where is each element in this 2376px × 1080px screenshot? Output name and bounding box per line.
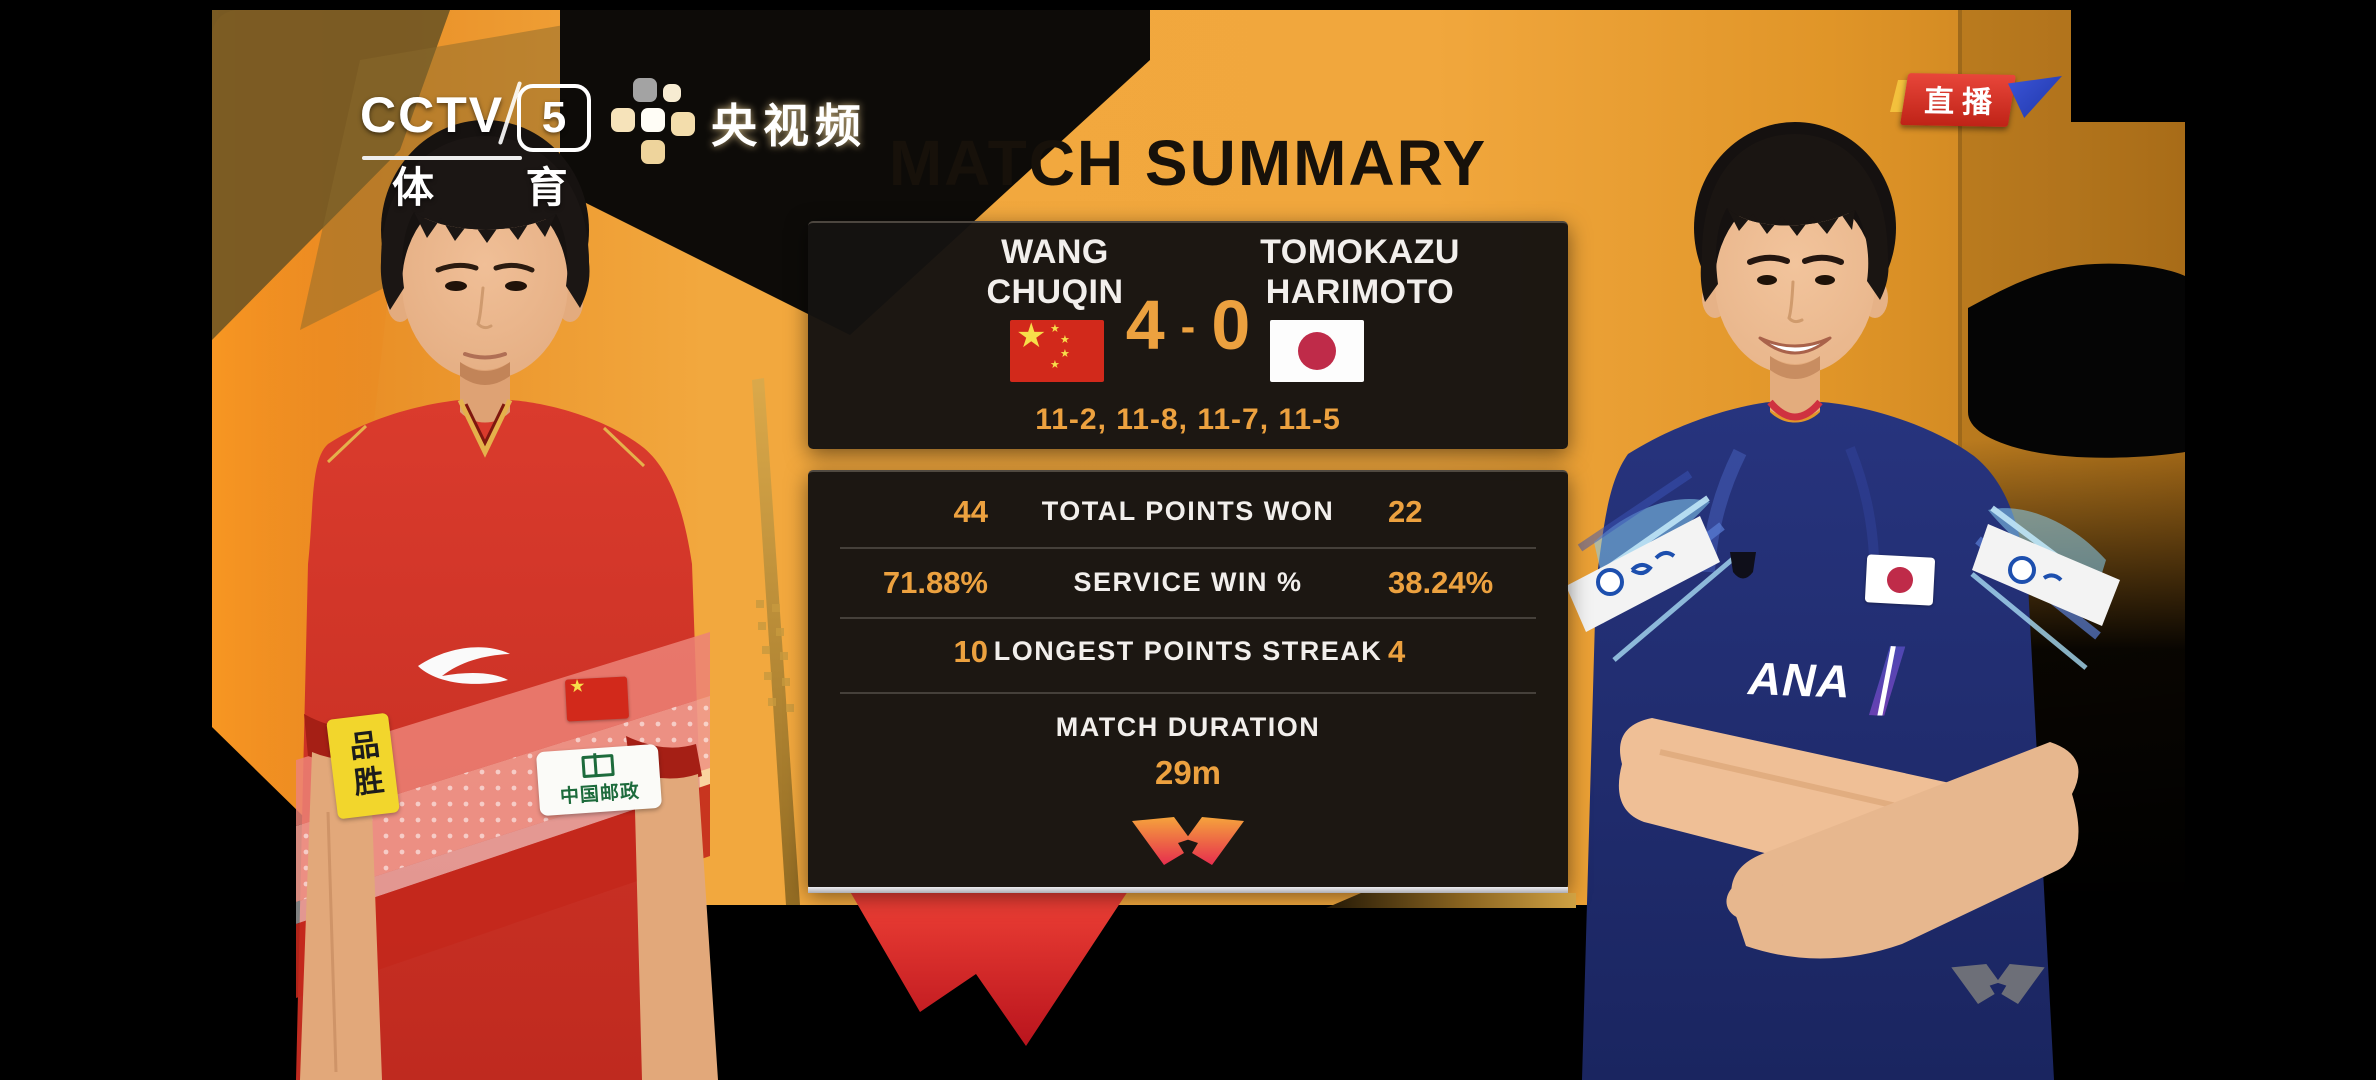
- cctv5-logo: CCTV 5 体 育 央视频: [360, 74, 920, 211]
- player-photo-wang-chuqin: [296, 120, 718, 1080]
- stat-value-left: 44: [953, 494, 988, 529]
- player-right-line1: TOMOKAZU: [1260, 233, 1460, 271]
- score-right: 0: [1211, 286, 1251, 364]
- score-panel: WANG CHUQIN TOMOKAZU HARIMOTO 4 - 0 ★ ★ …: [808, 221, 1568, 449]
- wtt-logo-icon: [1132, 817, 1244, 865]
- li-ning-logo-icon: [418, 647, 510, 684]
- wang-chest-flag-icon: ★: [564, 676, 630, 722]
- stat-value-right: 22: [1388, 494, 1423, 529]
- ana-logo: ANA: [1747, 647, 1919, 719]
- wang-sponsor-patch: 品胜: [326, 712, 400, 820]
- china-post-emblem-icon: [581, 753, 615, 778]
- player-left-line2: CHUQIN: [986, 273, 1124, 311]
- stat-value-right: 38.24%: [1388, 565, 1494, 600]
- divider: [840, 617, 1536, 619]
- stats-panel: 44 TOTAL POINTS WON 22 71.88% SERVICE WI…: [808, 470, 1568, 890]
- china-flag: ★ ★ ★ ★ ★: [1010, 320, 1104, 382]
- stat-row-longest-streak: 10 LONGEST POINTS STREAK 4: [808, 634, 1568, 674]
- live-badge-pennant-icon: [2008, 76, 2062, 118]
- divider: [840, 692, 1536, 694]
- harimoto-japan-flag-patch: [1864, 554, 1936, 606]
- stat-value-left: 10: [953, 634, 988, 669]
- panel-gold-accent: [1326, 893, 1576, 908]
- cctv-underline: [362, 156, 522, 160]
- score-separator: -: [1180, 302, 1196, 351]
- yangshipin-label: 央视频: [711, 100, 867, 152]
- stat-row-service-win: 71.88% SERVICE WIN % 38.24%: [808, 565, 1568, 605]
- yangshipin-icon: [611, 78, 697, 164]
- live-badge-pill: 直播: [1900, 73, 2016, 127]
- stat-label: SERVICE WIN %: [1073, 567, 1303, 597]
- stat-label: TOTAL POINTS WON: [1041, 496, 1335, 526]
- stat-label: LONGEST POINTS STREAK: [993, 636, 1383, 666]
- wtt-watermark-icon: [1951, 964, 2045, 1004]
- cctv-sports-label: 体 育: [392, 164, 608, 211]
- china-post-patch: 中国邮政: [535, 743, 663, 817]
- divider: [840, 547, 1536, 549]
- japan-flag: [1270, 320, 1364, 382]
- channel-number-badge: 5: [517, 84, 591, 152]
- match-score: 4 - 0: [1048, 281, 1328, 369]
- player-right-line2: HARIMOTO: [1265, 273, 1455, 311]
- ana-logo-text: ANA: [1747, 652, 1852, 708]
- player-name-left: WANG CHUQIN: [945, 232, 1165, 312]
- stat-row-total-points: 44 TOTAL POINTS WON 22: [808, 494, 1568, 534]
- set-scores: 11-2, 11-8, 11-7, 11-5: [1035, 403, 1341, 436]
- player-photo-tomokazu-harimoto: [1566, 122, 2120, 1080]
- match-duration-value: 29m: [1154, 754, 1222, 791]
- china-post-label: 中国邮政: [559, 780, 641, 808]
- live-badge-label: 直播: [1923, 85, 2001, 120]
- player-name-right: TOMOKAZU HARIMOTO: [1250, 232, 1470, 312]
- live-badge: 直播: [1890, 72, 2070, 127]
- ana-tailfin-icon: [1869, 645, 1905, 716]
- stat-value-right: 4: [1388, 634, 1406, 669]
- panel-bottom-trim: [808, 887, 1568, 893]
- cctv-text: CCTV: [360, 87, 505, 143]
- match-duration-label: MATCH DURATION: [1055, 712, 1321, 742]
- stat-value-left: 71.88%: [882, 565, 988, 600]
- score-left: 4: [1125, 286, 1165, 364]
- player-left-line1: WANG: [1001, 233, 1109, 271]
- page-title: MATCH SUMMARY: [888, 127, 1488, 199]
